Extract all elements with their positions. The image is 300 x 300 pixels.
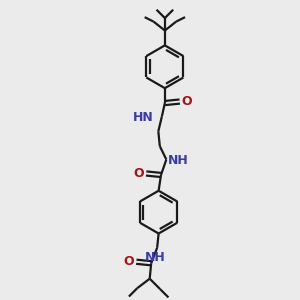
Text: HN: HN [133,111,154,124]
Text: NH: NH [145,251,166,264]
Text: O: O [182,95,192,108]
Text: O: O [134,167,144,180]
Text: NH: NH [168,154,189,167]
Text: O: O [124,255,134,268]
